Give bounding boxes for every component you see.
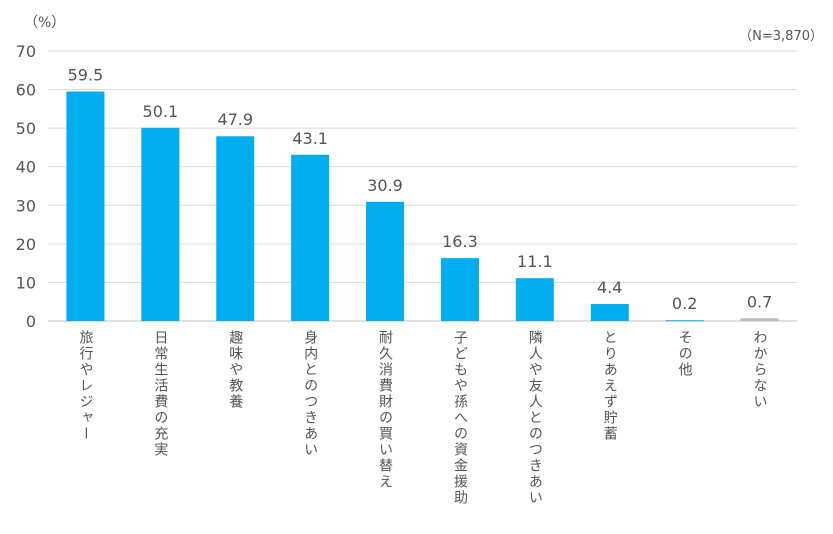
data-label: 47.9 [217,110,253,129]
bar [740,318,779,321]
data-label: 16.3 [442,232,478,251]
bar [665,320,704,322]
x-category-label: わからない [751,330,768,410]
y-unit-label: （%） [24,15,66,31]
x-category-label: 身内とのつきあい [302,330,319,458]
data-label: 50.1 [143,102,179,121]
data-label: 43.1 [292,129,328,148]
y-tick-label: 70 [16,42,36,61]
bar [291,154,330,321]
x-category-label: 趣味や教養 [227,330,244,410]
data-label: 59.5 [68,66,104,85]
y-tick-label: 20 [16,235,36,254]
data-label: 4.4 [597,278,622,297]
x-category-label: とりあえず貯蓄 [601,330,618,442]
sample-size-note: （N=3,870） [739,29,823,44]
x-category-label: 隣人や友人とのつきあい [526,330,543,506]
bar [66,91,105,321]
x-category-label: 旅行やレジャー [77,330,94,442]
data-label: 30.9 [367,176,403,195]
data-label: 11.1 [517,252,553,271]
x-category-label: 耐久消費財の買い替え [377,330,394,490]
y-tick-label: 0 [26,312,36,331]
y-tick-label: 40 [16,158,36,177]
bar [216,136,255,321]
y-tick-label: 30 [16,196,36,215]
bar [366,201,405,321]
data-label: 0.7 [747,292,772,311]
y-tick-label: 60 [16,81,36,100]
y-tick-label: 50 [16,119,36,138]
data-label: 0.2 [672,294,697,313]
bar [141,127,180,321]
x-category-label: その他 [676,330,693,378]
x-category-label: 子どもや孫への資金援助 [451,330,468,506]
y-tick-label: 10 [16,273,36,292]
x-category-label: 日常生活費の充実 [152,330,169,458]
bar [515,278,554,321]
bar [440,258,479,321]
bar [590,304,629,321]
